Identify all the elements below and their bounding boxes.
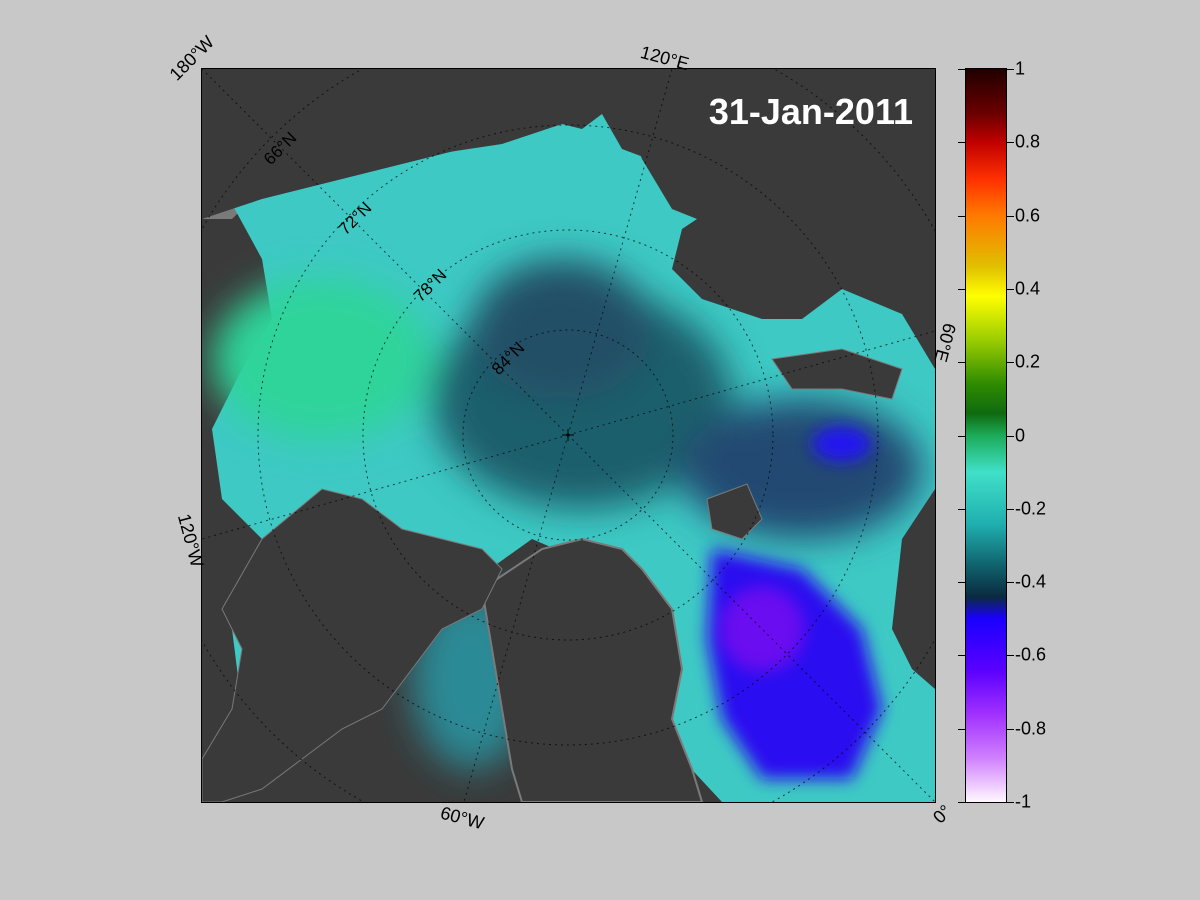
colorbar-tick-inner [958,655,966,657]
colorbar-tick-label: -0.6 [1015,644,1047,665]
colorbar-tick-label: 0.2 [1015,351,1041,372]
colorbar-tick-label: -0.8 [1015,718,1047,739]
colorbar-tick [1006,728,1014,730]
thin-ice-region [212,279,432,439]
colorbar-tick [1006,142,1014,144]
greenland [480,537,704,802]
lat-circle-78 [362,229,774,641]
colorbar-tick-label: 0.4 [1015,278,1041,299]
meridian-180 [202,69,569,436]
meridian-0 [567,434,935,802]
lat-circle-72 [257,124,879,746]
colorbar-tick [1006,582,1014,584]
lat-circle-84 [462,329,674,541]
colorbar-tick [1006,802,1014,803]
colorbar-tick [1006,435,1014,437]
colorbar-tick [1006,69,1014,70]
siberia-coast [622,69,935,329]
colorbar-tick [1006,215,1014,217]
thick-ice-core-2 [472,259,652,399]
colorbar-tick [1006,655,1014,657]
colorbar-tick-inner [958,69,966,70]
map-panel: 66°N 72°N 78°N 84°N 31-Jan-2011 [201,68,936,803]
svalbard [706,483,763,540]
colorbar-tick-label: -0.2 [1015,498,1047,519]
colorbar-tick-inner [958,582,966,584]
colorbar-tick-label: -0.4 [1015,571,1047,592]
colorbar-tick-inner [958,142,966,144]
colorbar-tick-label: 0 [1015,425,1026,445]
colorbar-tick-inner [958,215,966,217]
lon-label-0: 0° [929,800,956,828]
colorbar-tick-inner [958,728,966,730]
scandinavia [892,489,935,689]
colorbar-tick [1006,362,1014,364]
colorbar-tick-label: 1 [1015,58,1026,79]
colorbar-tick [1006,288,1014,290]
canadian-archipelago [202,488,503,802]
date-label: 31-Jan-2011 [708,91,913,132]
colorbar-tick [1006,508,1014,510]
colorbar-tick-inner [958,508,966,510]
colorbar-tick-label: 0.8 [1015,131,1041,152]
colorbar-tick-inner [958,288,966,290]
colorbar-tick-inner [958,435,966,437]
colorbar [965,68,1007,803]
colorbar-tick-label: 0.6 [1015,205,1041,226]
alaska-coast [202,69,562,219]
lon-label-60w: 60°W [438,802,487,834]
negative-anomaly-east [812,426,872,462]
colorbar-tick-inner [958,802,966,803]
colorbar-tick-inner [958,362,966,364]
arctic-map: 66°N 72°N 78°N 84°N [202,69,935,802]
colorbar-tick-label: -1 [1015,791,1032,812]
